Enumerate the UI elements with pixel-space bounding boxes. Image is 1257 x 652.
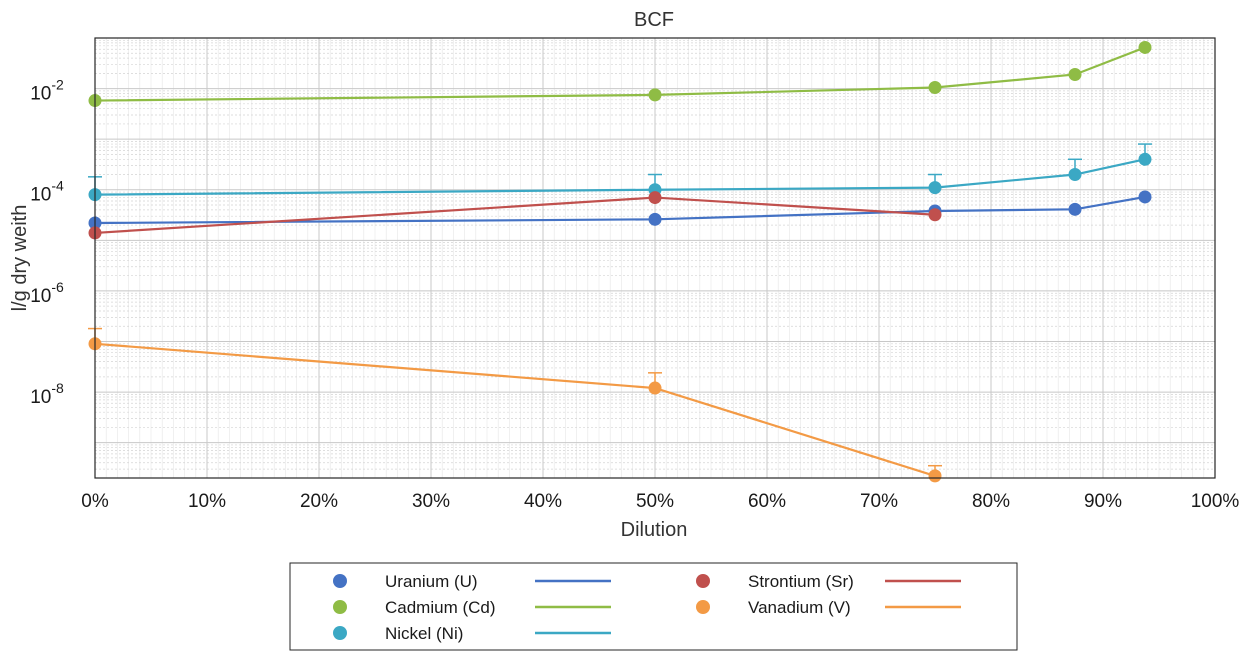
series-layer [88,40,1152,483]
legend-marker [696,574,710,588]
legend-label: Uranium (U) [385,572,478,591]
legend: Uranium (U) Cadmium (Cd) Nickel (Ni) Stront… [289,562,1018,651]
data-point [1138,190,1152,204]
data-point [928,81,942,95]
y-tick-labels: 10-8 10-6 10-4 10-2 [30,77,64,408]
chart-title: BCF [634,9,674,31]
plot-area [88,37,1216,483]
y-tick-label: 10-4 [30,178,64,206]
legend-label: Cadmium (Cd) [385,598,496,617]
x-tick-label: 40% [524,491,562,512]
x-tick-label: 90% [1084,491,1122,512]
data-point [648,191,662,205]
x-tick-label: 80% [972,491,1010,512]
data-point [928,208,942,222]
legend-entry: Uranium (U) [333,572,611,591]
data-point [1138,40,1152,54]
data-point [1068,202,1082,216]
x-tick-label: 10% [188,491,226,512]
legend-entry: Strontium (Sr) [696,572,961,591]
x-tick-label: 30% [412,491,450,512]
legend-entry: Vanadium (V) [696,598,961,617]
plot-frame [94,37,1216,479]
x-axis-label: Dilution [621,519,688,541]
legend-marker [333,626,347,640]
legend-entry: Nickel (Ni) [333,624,611,643]
data-point [1138,152,1152,166]
legend-marker [696,600,710,614]
x-tick-label: 70% [860,491,898,512]
data-point [648,381,662,395]
y-tick-label: 10-8 [30,380,64,408]
legend-label: Strontium (Sr) [748,572,854,591]
y-axis-label: l/g dry weith [9,205,31,312]
x-tick-labels: 0% 10% 20% 30% 40% 50% 60% 70% 80% 90% 100% [81,491,1239,512]
y-tick-label: 10-2 [30,77,64,105]
data-point [928,181,942,195]
legend-marker [333,600,347,614]
legend-label: Vanadium (V) [748,598,851,617]
x-tick-label: 50% [636,491,674,512]
data-point [648,212,662,226]
legend-label: Nickel (Ni) [385,624,463,643]
data-point [1068,67,1082,81]
legend-marker [333,574,347,588]
x-tick-label: 60% [748,491,786,512]
legend-entry: Cadmium (Cd) [333,598,611,617]
x-tick-label: 0% [81,491,109,512]
x-tick-label: 20% [300,491,338,512]
y-tick-label: 10-6 [30,279,64,307]
data-point [1068,168,1082,182]
x-tick-label: 100% [1191,491,1240,512]
data-point [928,469,942,483]
data-point [648,88,662,102]
